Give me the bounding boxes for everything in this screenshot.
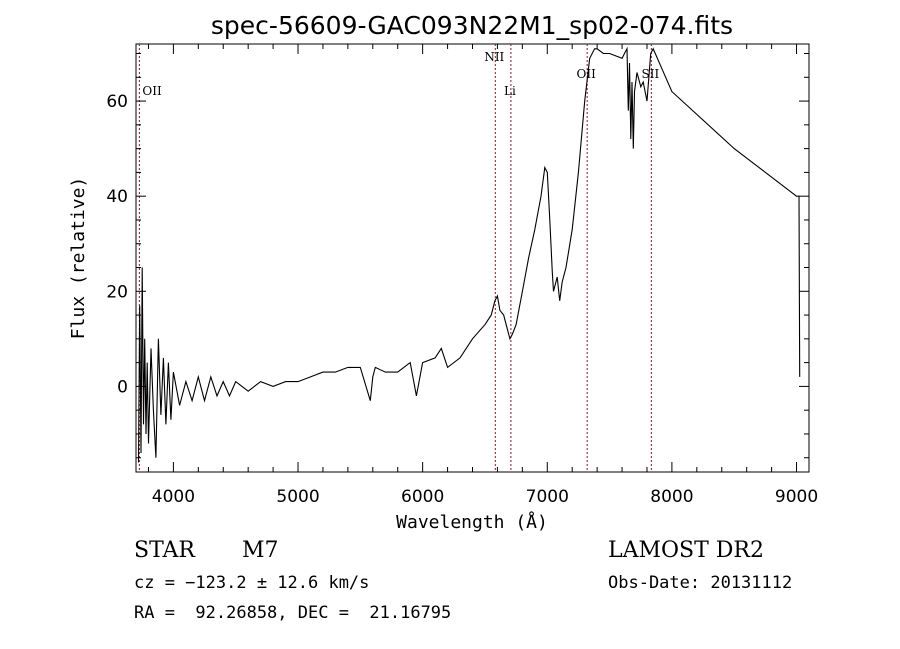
y-axis: 0 20 40 60 [106, 53, 809, 459]
object-subclass: M7 [242, 538, 279, 563]
x-tick-label: 8000 [650, 487, 693, 507]
emission-line-label: SII [641, 67, 659, 81]
x-tick-label: 5000 [276, 487, 319, 507]
emission-line-label: Li [504, 84, 516, 98]
emission-line-label: OII [576, 67, 596, 81]
x-tick-label: 7000 [526, 487, 569, 507]
x-tick-label: 4000 [152, 487, 195, 507]
redshift-velocity: cz = −123.2 ± 12.6 km/s [134, 573, 370, 593]
emission-line-label: NII [484, 50, 504, 64]
x-axis-label: Wavelength (Å) [396, 511, 548, 533]
chart-title: spec-56609-GAC093N22M1_sp02-074.fits [211, 11, 733, 40]
emission-line-markers: OII NII Li OII SII [138, 44, 659, 472]
emission-line-label: OII [142, 84, 162, 98]
observation-date: Obs-Date: 20131112 [608, 573, 793, 593]
coordinates: RA = 92.26858, DEC = 21.16795 [134, 603, 452, 623]
y-tick-label: 60 [106, 92, 128, 112]
survey-name: LAMOST DR2 [608, 538, 764, 563]
spectrum-line [137, 46, 801, 463]
y-tick-label: 0 [117, 377, 128, 397]
y-axis-label: Flux (relative) [68, 177, 89, 340]
object-class: STAR [134, 538, 195, 563]
x-axis: 4000 5000 6000 7000 8000 9000 [147, 44, 818, 507]
x-tick-label: 6000 [401, 487, 444, 507]
y-tick-label: 40 [106, 187, 128, 207]
y-tick-label: 20 [106, 282, 128, 302]
plot-frame [135, 43, 810, 473]
x-tick-label: 9000 [775, 487, 818, 507]
